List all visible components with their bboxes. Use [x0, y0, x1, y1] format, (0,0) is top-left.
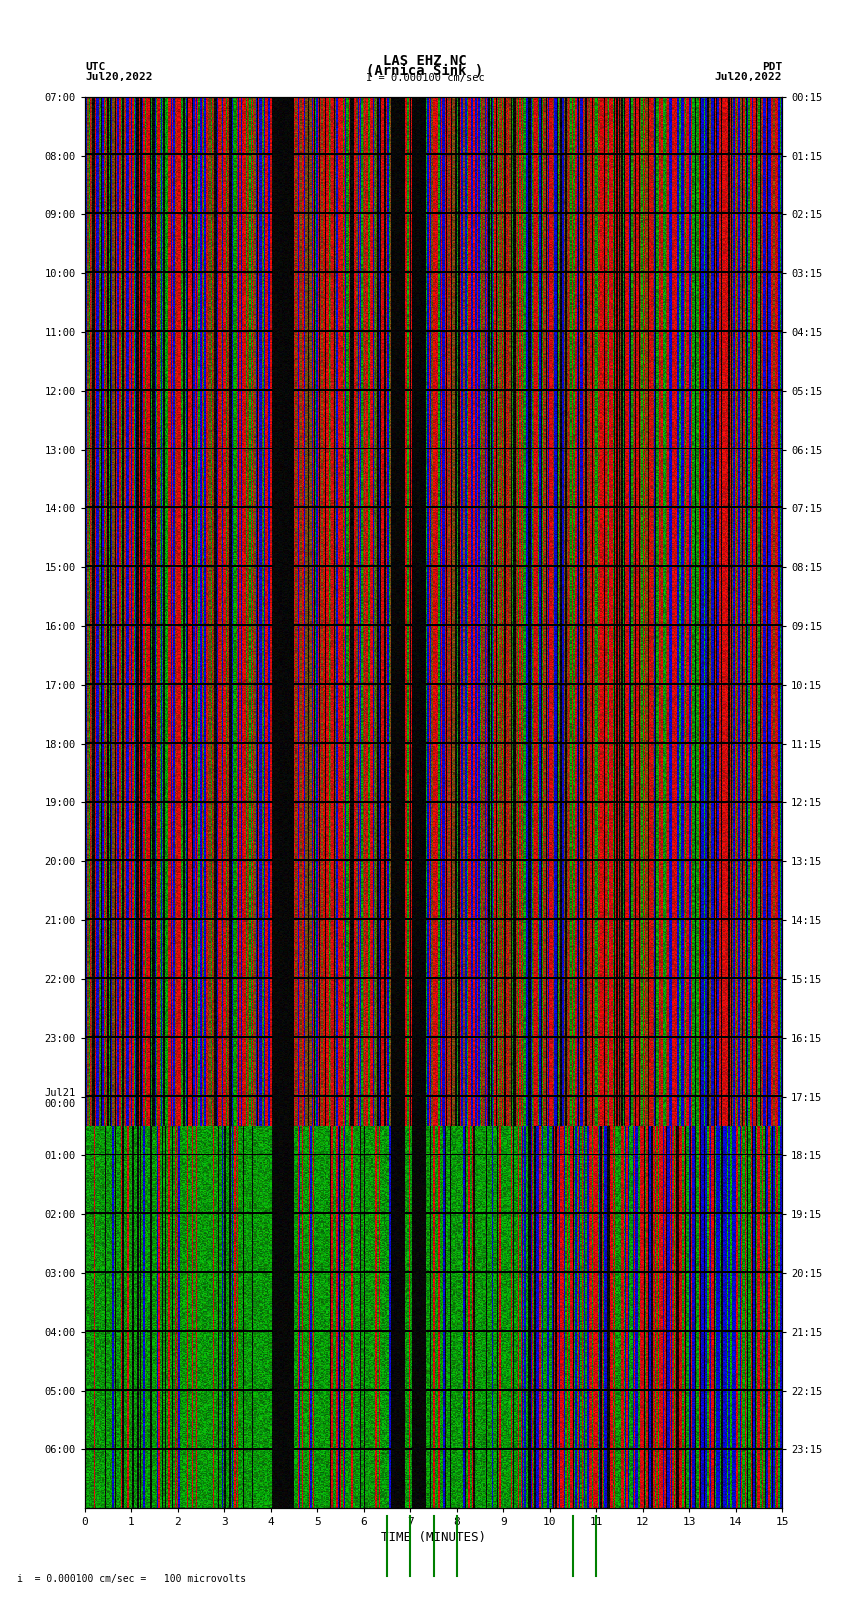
Text: i  = 0.000100 cm/sec =   100 microvolts: i = 0.000100 cm/sec = 100 microvolts [17, 1574, 246, 1584]
Text: Jul20,2022: Jul20,2022 [715, 71, 782, 82]
X-axis label: TIME (MINUTES): TIME (MINUTES) [381, 1531, 486, 1544]
Text: (Arnica Sink ): (Arnica Sink ) [366, 65, 484, 77]
Text: I = 0.000100 cm/sec: I = 0.000100 cm/sec [366, 73, 484, 84]
Text: PDT: PDT [762, 63, 782, 73]
Text: Jul20,2022: Jul20,2022 [85, 71, 152, 82]
Text: LAS EHZ NC: LAS EHZ NC [383, 53, 467, 68]
Text: UTC: UTC [85, 63, 105, 73]
